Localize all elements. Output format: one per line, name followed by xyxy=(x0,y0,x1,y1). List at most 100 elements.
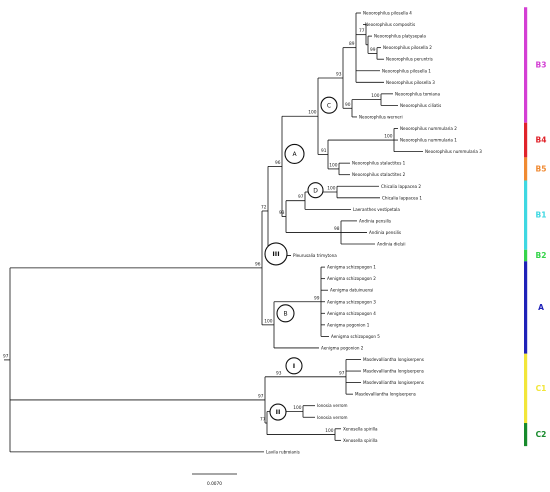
taxon-label: Ionosia verrom xyxy=(317,403,348,408)
taxon-label: Aenigma datuinuensi xyxy=(330,288,373,293)
taxon-label: Andinia pensilis xyxy=(369,230,401,235)
taxon-label: Lavila rubroianis xyxy=(266,449,300,454)
support-value: 97 xyxy=(298,194,304,200)
taxon-label: Neoorophilus pilosella 3 xyxy=(386,80,435,85)
taxon-label: Neoorophilus ciliatis xyxy=(400,103,441,108)
taxon-label: Aenigma pogonion 1 xyxy=(327,322,370,327)
support-value: 98 xyxy=(334,226,340,232)
support-value: 100 xyxy=(264,318,272,324)
clade-node-label: C xyxy=(327,102,331,109)
taxon-label: Andinia dielsii xyxy=(377,242,405,247)
taxon-label: Neoorophilus nummularia 3 xyxy=(425,149,482,154)
clade-node-label: III xyxy=(272,250,279,258)
support-value: 93 xyxy=(336,71,342,77)
support-value: 100 xyxy=(325,428,333,434)
taxon-label: Xenosella spirilla xyxy=(343,438,378,443)
taxon-label: Chicalia lappacea 2 xyxy=(381,184,421,189)
clade-node-label: B xyxy=(283,311,287,318)
taxon-label: Neoorophilus compositis xyxy=(365,22,415,27)
support-value: 100 xyxy=(371,93,379,99)
taxon-label: Neoorophilus platysepala xyxy=(374,34,426,39)
taxon-label: Laeranthes vestipetala xyxy=(353,207,400,212)
support-value: 96 xyxy=(255,261,261,267)
support-value: 97 xyxy=(3,353,9,359)
taxon-label: Neoorophilus pilosella 1 xyxy=(382,68,431,73)
taxon-label: Masdevalliantha longiserpens xyxy=(363,357,424,362)
clade-node-circle xyxy=(276,304,295,323)
clade-bar-label: B4 xyxy=(536,136,547,145)
taxon-label: Aenigma schizopogon 2 xyxy=(327,276,376,281)
taxon-label: Aenigma schizopogon 1 xyxy=(327,265,376,270)
clade-node-circle xyxy=(264,242,288,266)
taxon-label: Aenigma schizopogon 3 xyxy=(327,299,376,304)
support-value: 93 xyxy=(279,210,285,216)
taxon-label: Ionosia verrom xyxy=(317,415,348,420)
support-value: 72 xyxy=(261,204,267,210)
support-value: 99 xyxy=(314,295,320,301)
scale-bar-label: 0.0070 xyxy=(207,481,222,487)
taxon-label: Aenigma schizopogon 5 xyxy=(331,334,380,339)
clade-bar-label: B2 xyxy=(536,251,547,260)
scale-bar: 0.0070 xyxy=(192,473,237,487)
support-value: 97 xyxy=(258,393,264,399)
taxon-label: Neoorophilus nummularia 1 xyxy=(400,138,457,143)
clade-node-circle xyxy=(320,96,338,114)
taxon-label: Chicalia lappacea 1 xyxy=(382,195,422,200)
taxon-label: Neoorophilus pilosella 2 xyxy=(383,45,432,50)
taxon-label: Aenigma schizopogon 4 xyxy=(327,311,376,316)
clade-color-bar: B3 B4 B5 B1 B2 A C1 C2 xyxy=(524,7,547,447)
taxon-label: Neoorophilus nummularia 2 xyxy=(400,126,457,131)
clade-bar-segment xyxy=(524,353,528,424)
clade-bar-label: B1 xyxy=(536,211,547,220)
tree-branches xyxy=(4,12,423,453)
support-value: 77 xyxy=(260,417,266,423)
taxon-label: Neoorophilus stalactites 2 xyxy=(352,172,406,177)
support-value: 96 xyxy=(275,160,281,166)
clade-node-label: A xyxy=(292,151,297,158)
taxon-label: Xenosella spirilla xyxy=(343,426,378,431)
clade-bar-segment xyxy=(524,249,528,262)
clade-node-label: II xyxy=(276,408,281,416)
taxon-label: Neoorophilus pilosella 4 xyxy=(363,11,412,16)
clade-bar-segment xyxy=(524,423,528,447)
taxon-label: Masdevalliantha longiserpens xyxy=(355,392,416,397)
taxon-label: Pleurusalia trimytona xyxy=(293,253,337,258)
support-value: 100 xyxy=(293,405,301,411)
support-value: 77 xyxy=(359,28,365,34)
support-value: 89 xyxy=(349,41,355,47)
support-value: 97 xyxy=(339,370,345,376)
support-value: 100 xyxy=(308,110,316,116)
clade-bar-segment xyxy=(524,180,528,250)
support-value: 93 xyxy=(276,370,282,376)
support-value: 99 xyxy=(370,47,376,53)
support-value: 100 xyxy=(329,162,337,168)
clade-node-circle xyxy=(269,403,287,421)
support-value: 90 xyxy=(345,102,351,108)
clade-node-circle xyxy=(284,143,305,164)
clade-node-circle xyxy=(285,357,303,375)
support-value: 91 xyxy=(321,148,327,154)
taxon-label: Masdevalliantha longiserpens xyxy=(363,369,424,374)
support-value: 100 xyxy=(327,186,335,192)
taxon-label: Neoorophilus peruntris xyxy=(386,57,433,62)
taxon-label: Masdevalliantha longiserpens xyxy=(363,380,424,385)
clade-bar-label: A xyxy=(538,303,544,312)
clade-bar-segment xyxy=(524,7,528,123)
taxon-label: Andinia pensilis xyxy=(359,218,391,223)
clade-node-circle xyxy=(307,182,324,199)
clade-bar-segment xyxy=(524,122,528,158)
clade-bar-label: C2 xyxy=(536,430,547,439)
taxon-label: Neoorophilus stalactites 1 xyxy=(352,161,406,166)
clade-bar-segment xyxy=(524,261,528,354)
clade-bar-label: B5 xyxy=(536,164,547,173)
clade-bar-label: B3 xyxy=(536,60,547,69)
taxon-label: Aenigma pogonion 2 xyxy=(321,345,364,350)
taxon-label: Neoorophilus werneri xyxy=(359,114,403,119)
clade-bar-label: C1 xyxy=(536,384,547,393)
taxon-labels: Neoorophilus pilosella 4 Neoorophilus com… xyxy=(266,11,482,455)
clade-bar-segment xyxy=(524,157,528,181)
taxon-label: Neoorophilus tomiana xyxy=(395,91,441,96)
clade-node-label: D xyxy=(313,187,318,194)
